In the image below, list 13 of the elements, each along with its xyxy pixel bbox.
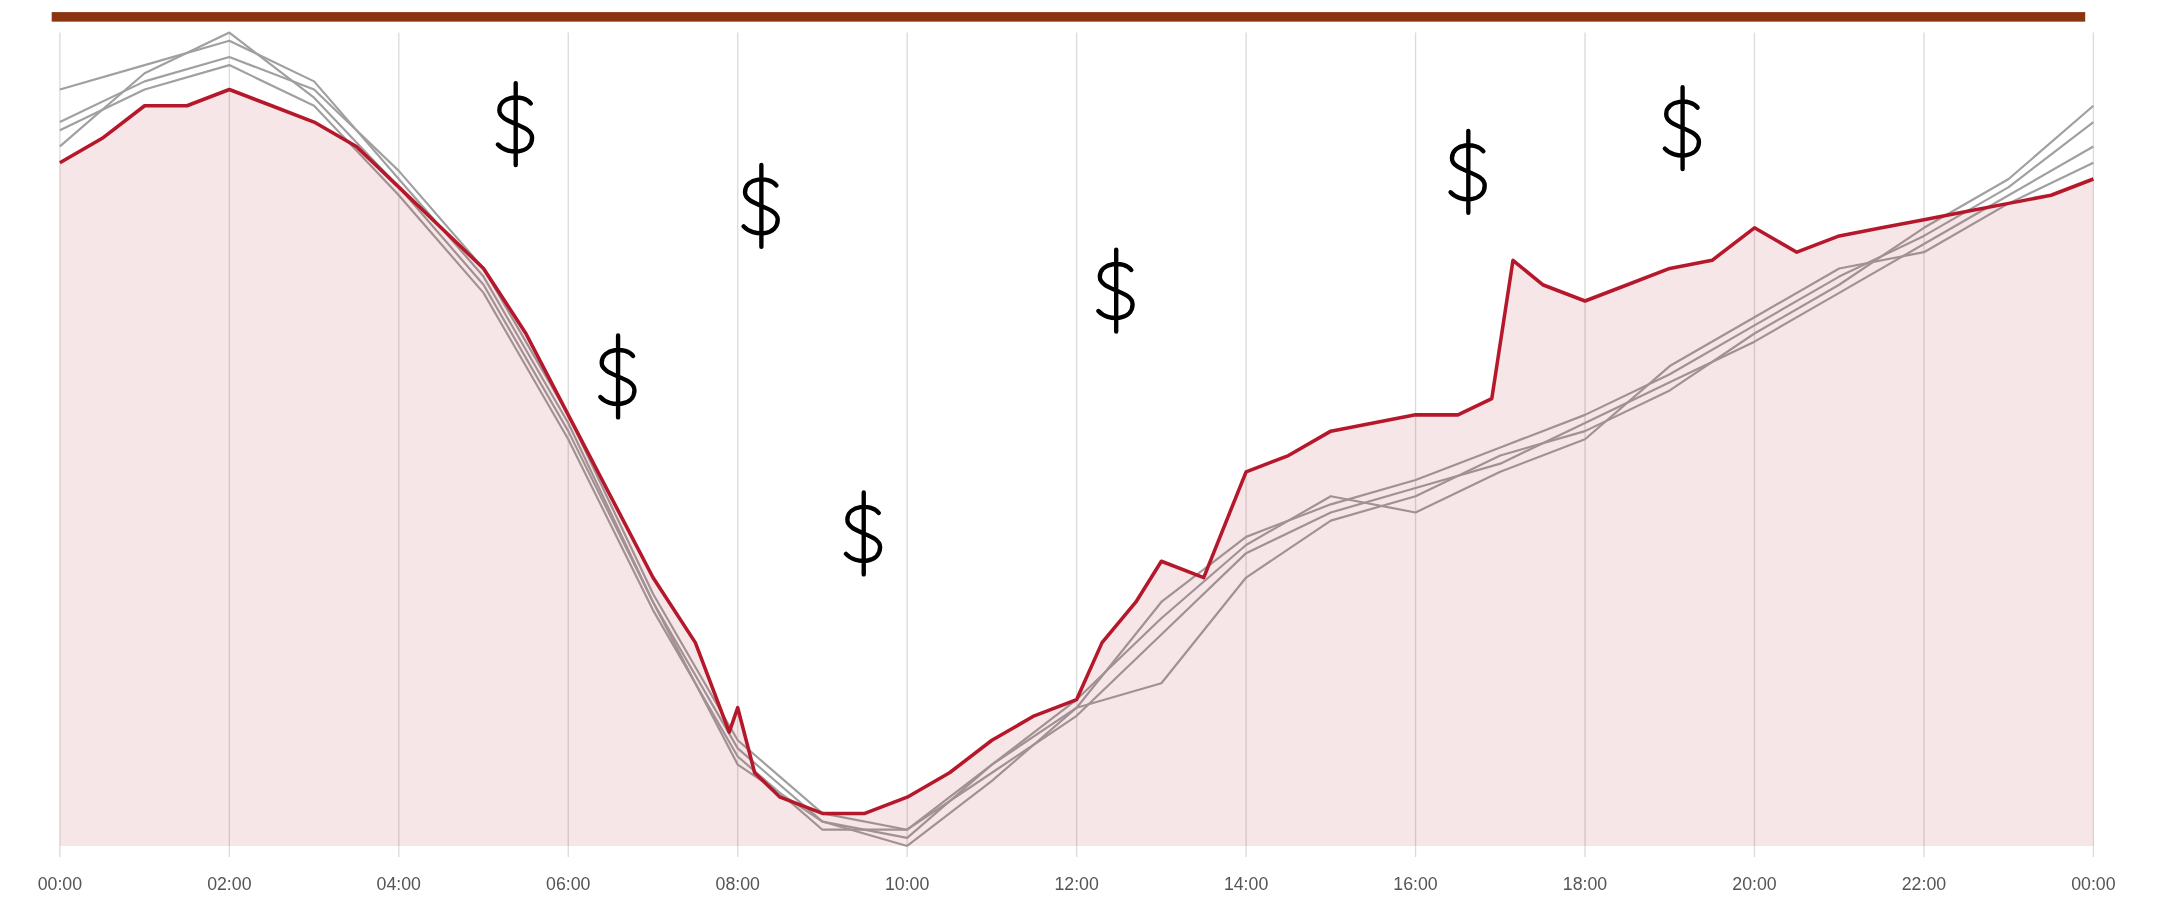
x-tick-label: 18:00	[1562, 873, 1608, 894]
x-tick-label: 22:00	[1901, 873, 1947, 894]
x-tick-label: 10:00	[884, 873, 930, 894]
x-tick-label: 16:00	[1393, 873, 1438, 894]
x-tick-label: 04:00	[376, 873, 422, 894]
x-tick-label: 12:00	[1054, 873, 1099, 894]
x-tick-label: 14:00	[1223, 873, 1269, 894]
x-tick-label: 02:00	[207, 873, 252, 894]
x-tick-label: 08:00	[715, 873, 761, 894]
x-tick-label: 00:00	[37, 873, 83, 894]
x-tick-label: 00:00	[2071, 873, 2116, 894]
x-tick-label: 20:00	[1732, 873, 1777, 894]
x-tick-label: 06:00	[546, 873, 591, 894]
